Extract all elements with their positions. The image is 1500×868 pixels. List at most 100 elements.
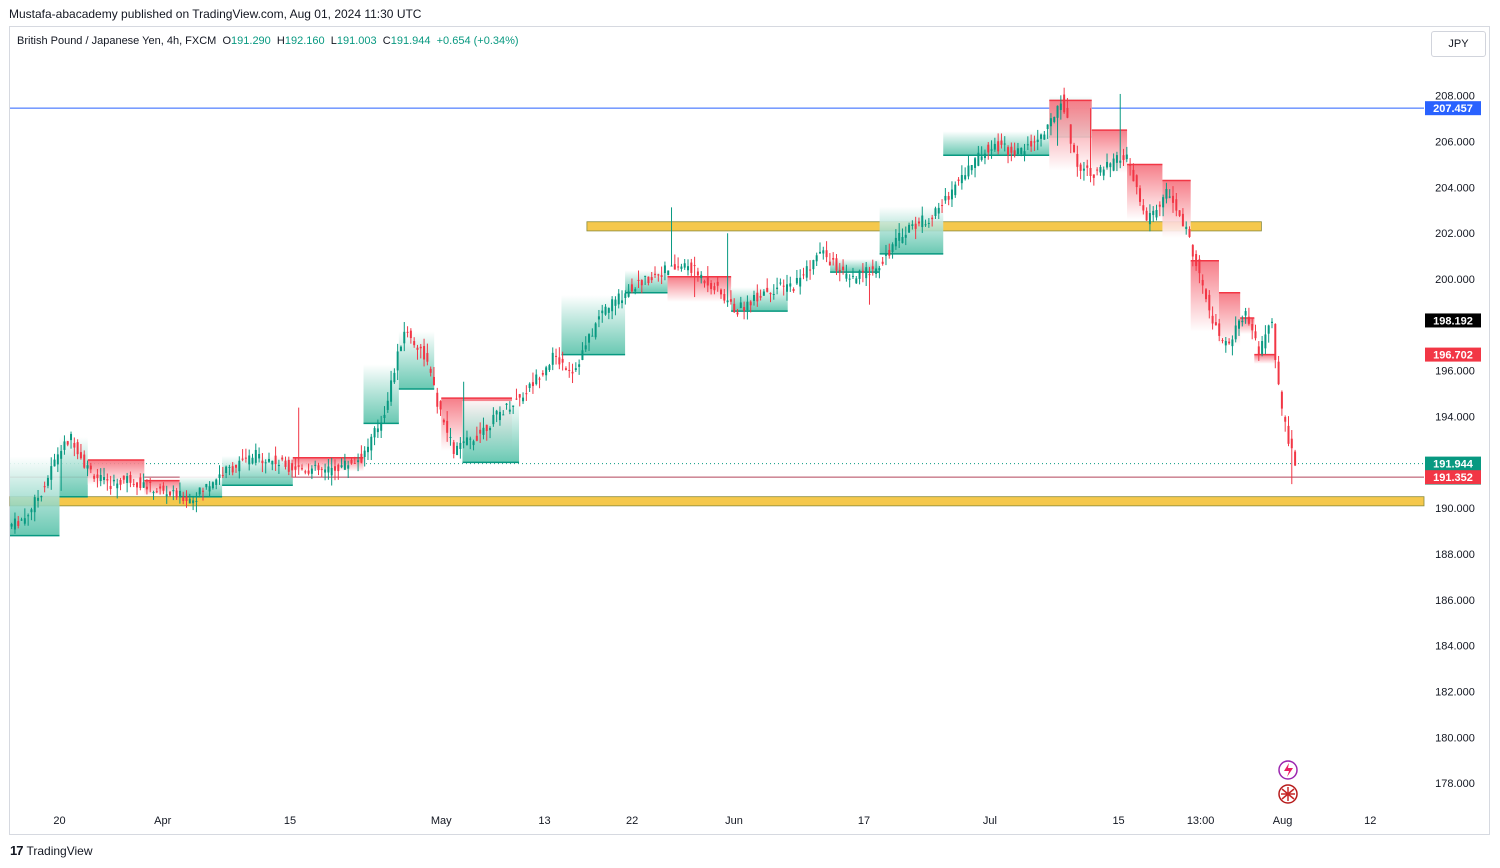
candle-body — [1132, 169, 1135, 182]
candle-body — [73, 442, 76, 448]
candle-body — [333, 466, 336, 471]
candle-body — [525, 393, 528, 395]
candle-body — [1023, 151, 1026, 156]
candle-body — [188, 498, 191, 504]
candle-body — [1251, 324, 1254, 331]
candle-body — [419, 346, 422, 349]
candle-body — [89, 465, 92, 470]
candle-body — [911, 224, 914, 227]
candle-body — [964, 175, 967, 180]
candle-body — [581, 350, 584, 360]
candle-body — [1089, 167, 1092, 176]
candle-body — [1148, 213, 1151, 225]
y-tick-label: 196.000 — [1435, 366, 1475, 378]
candle-body — [723, 293, 726, 301]
candle-body — [624, 293, 627, 298]
y-tick-label: 208.000 — [1435, 91, 1475, 103]
candle-body — [743, 307, 746, 311]
candle-body — [83, 454, 86, 468]
candle-body — [40, 496, 43, 498]
price-tag-value: 207.457 — [1433, 103, 1473, 115]
candle-body — [792, 289, 795, 292]
trail-fill-down — [144, 480, 180, 496]
candle-body — [304, 471, 307, 473]
tradingview-logo[interactable]: 17 TradingView — [10, 843, 93, 858]
candle-body — [337, 464, 340, 472]
candle-body — [1003, 143, 1006, 145]
trail-fill-up — [222, 455, 293, 486]
candle-body — [1066, 107, 1069, 118]
candle-body — [1181, 213, 1184, 227]
candle-body — [446, 420, 449, 433]
candle-body — [884, 253, 887, 256]
candle-body — [855, 278, 858, 284]
x-tick-label: Aug — [1273, 815, 1293, 827]
candle-body — [983, 153, 986, 159]
candle-body — [251, 457, 254, 464]
symbol-legend[interactable]: British Pound / Japanese Yen, 4h, FXCM O… — [17, 35, 519, 47]
candle-body — [198, 487, 201, 495]
candle-body — [172, 490, 175, 492]
candle-body — [1280, 391, 1283, 409]
candle-body — [175, 490, 178, 498]
candle-body — [1158, 204, 1161, 207]
candle-body — [202, 490, 205, 492]
candle-body — [327, 466, 330, 473]
chart-frame[interactable] — [9, 26, 1490, 835]
high-value: 192.160 — [284, 35, 325, 47]
candle-body — [393, 372, 396, 383]
candle-body — [330, 467, 333, 476]
candle-body — [1099, 167, 1102, 173]
candle-body — [314, 464, 317, 466]
candle-body — [1205, 289, 1208, 300]
candle-body — [1162, 197, 1165, 208]
candle-body — [828, 261, 831, 266]
candle-body — [145, 486, 148, 490]
x-tick-label: 15 — [284, 815, 296, 827]
candle-body — [426, 353, 429, 362]
y-tick-label: 182.000 — [1435, 686, 1475, 698]
candle-body — [720, 289, 723, 295]
candle-body — [343, 460, 346, 470]
candle-body — [1049, 118, 1052, 127]
candle-body — [782, 285, 785, 287]
y-tick-label: 206.000 — [1435, 137, 1475, 149]
candle-body — [324, 469, 327, 473]
candle-body — [805, 266, 808, 278]
y-tick-label: 186.000 — [1435, 595, 1475, 607]
candle-body — [528, 383, 531, 389]
candle-body — [644, 275, 647, 277]
y-tick-label: 180.000 — [1435, 732, 1475, 744]
candle-body — [63, 441, 66, 450]
candle-body — [423, 346, 426, 360]
trail-fill-up — [943, 131, 1050, 156]
candle-body — [1020, 147, 1023, 154]
candle-body — [799, 277, 802, 287]
candle-body — [27, 515, 30, 517]
candle-body — [103, 477, 106, 481]
currency-button[interactable]: JPY — [1431, 31, 1486, 57]
candle-body — [541, 373, 544, 375]
candle-body — [1119, 160, 1122, 163]
candle-body — [802, 274, 805, 276]
candle-body — [225, 466, 228, 474]
x-tick-label: Apr — [154, 815, 171, 827]
candle-body — [403, 331, 406, 344]
candle-body — [832, 257, 835, 260]
candle-body — [1102, 169, 1105, 176]
candle-body — [165, 494, 168, 497]
candle-body — [502, 414, 505, 416]
candle-body — [1053, 117, 1056, 122]
candle-body — [1043, 134, 1046, 140]
candle-body — [898, 232, 901, 241]
candle-body — [535, 374, 538, 385]
trail-fill-up — [879, 206, 944, 254]
candle-body — [442, 419, 445, 423]
candle-body — [182, 496, 185, 501]
candle-body — [1109, 163, 1112, 168]
candle-body — [1270, 321, 1273, 323]
candle-body — [937, 207, 940, 214]
candle-body — [439, 401, 442, 410]
candle-body — [96, 474, 99, 479]
